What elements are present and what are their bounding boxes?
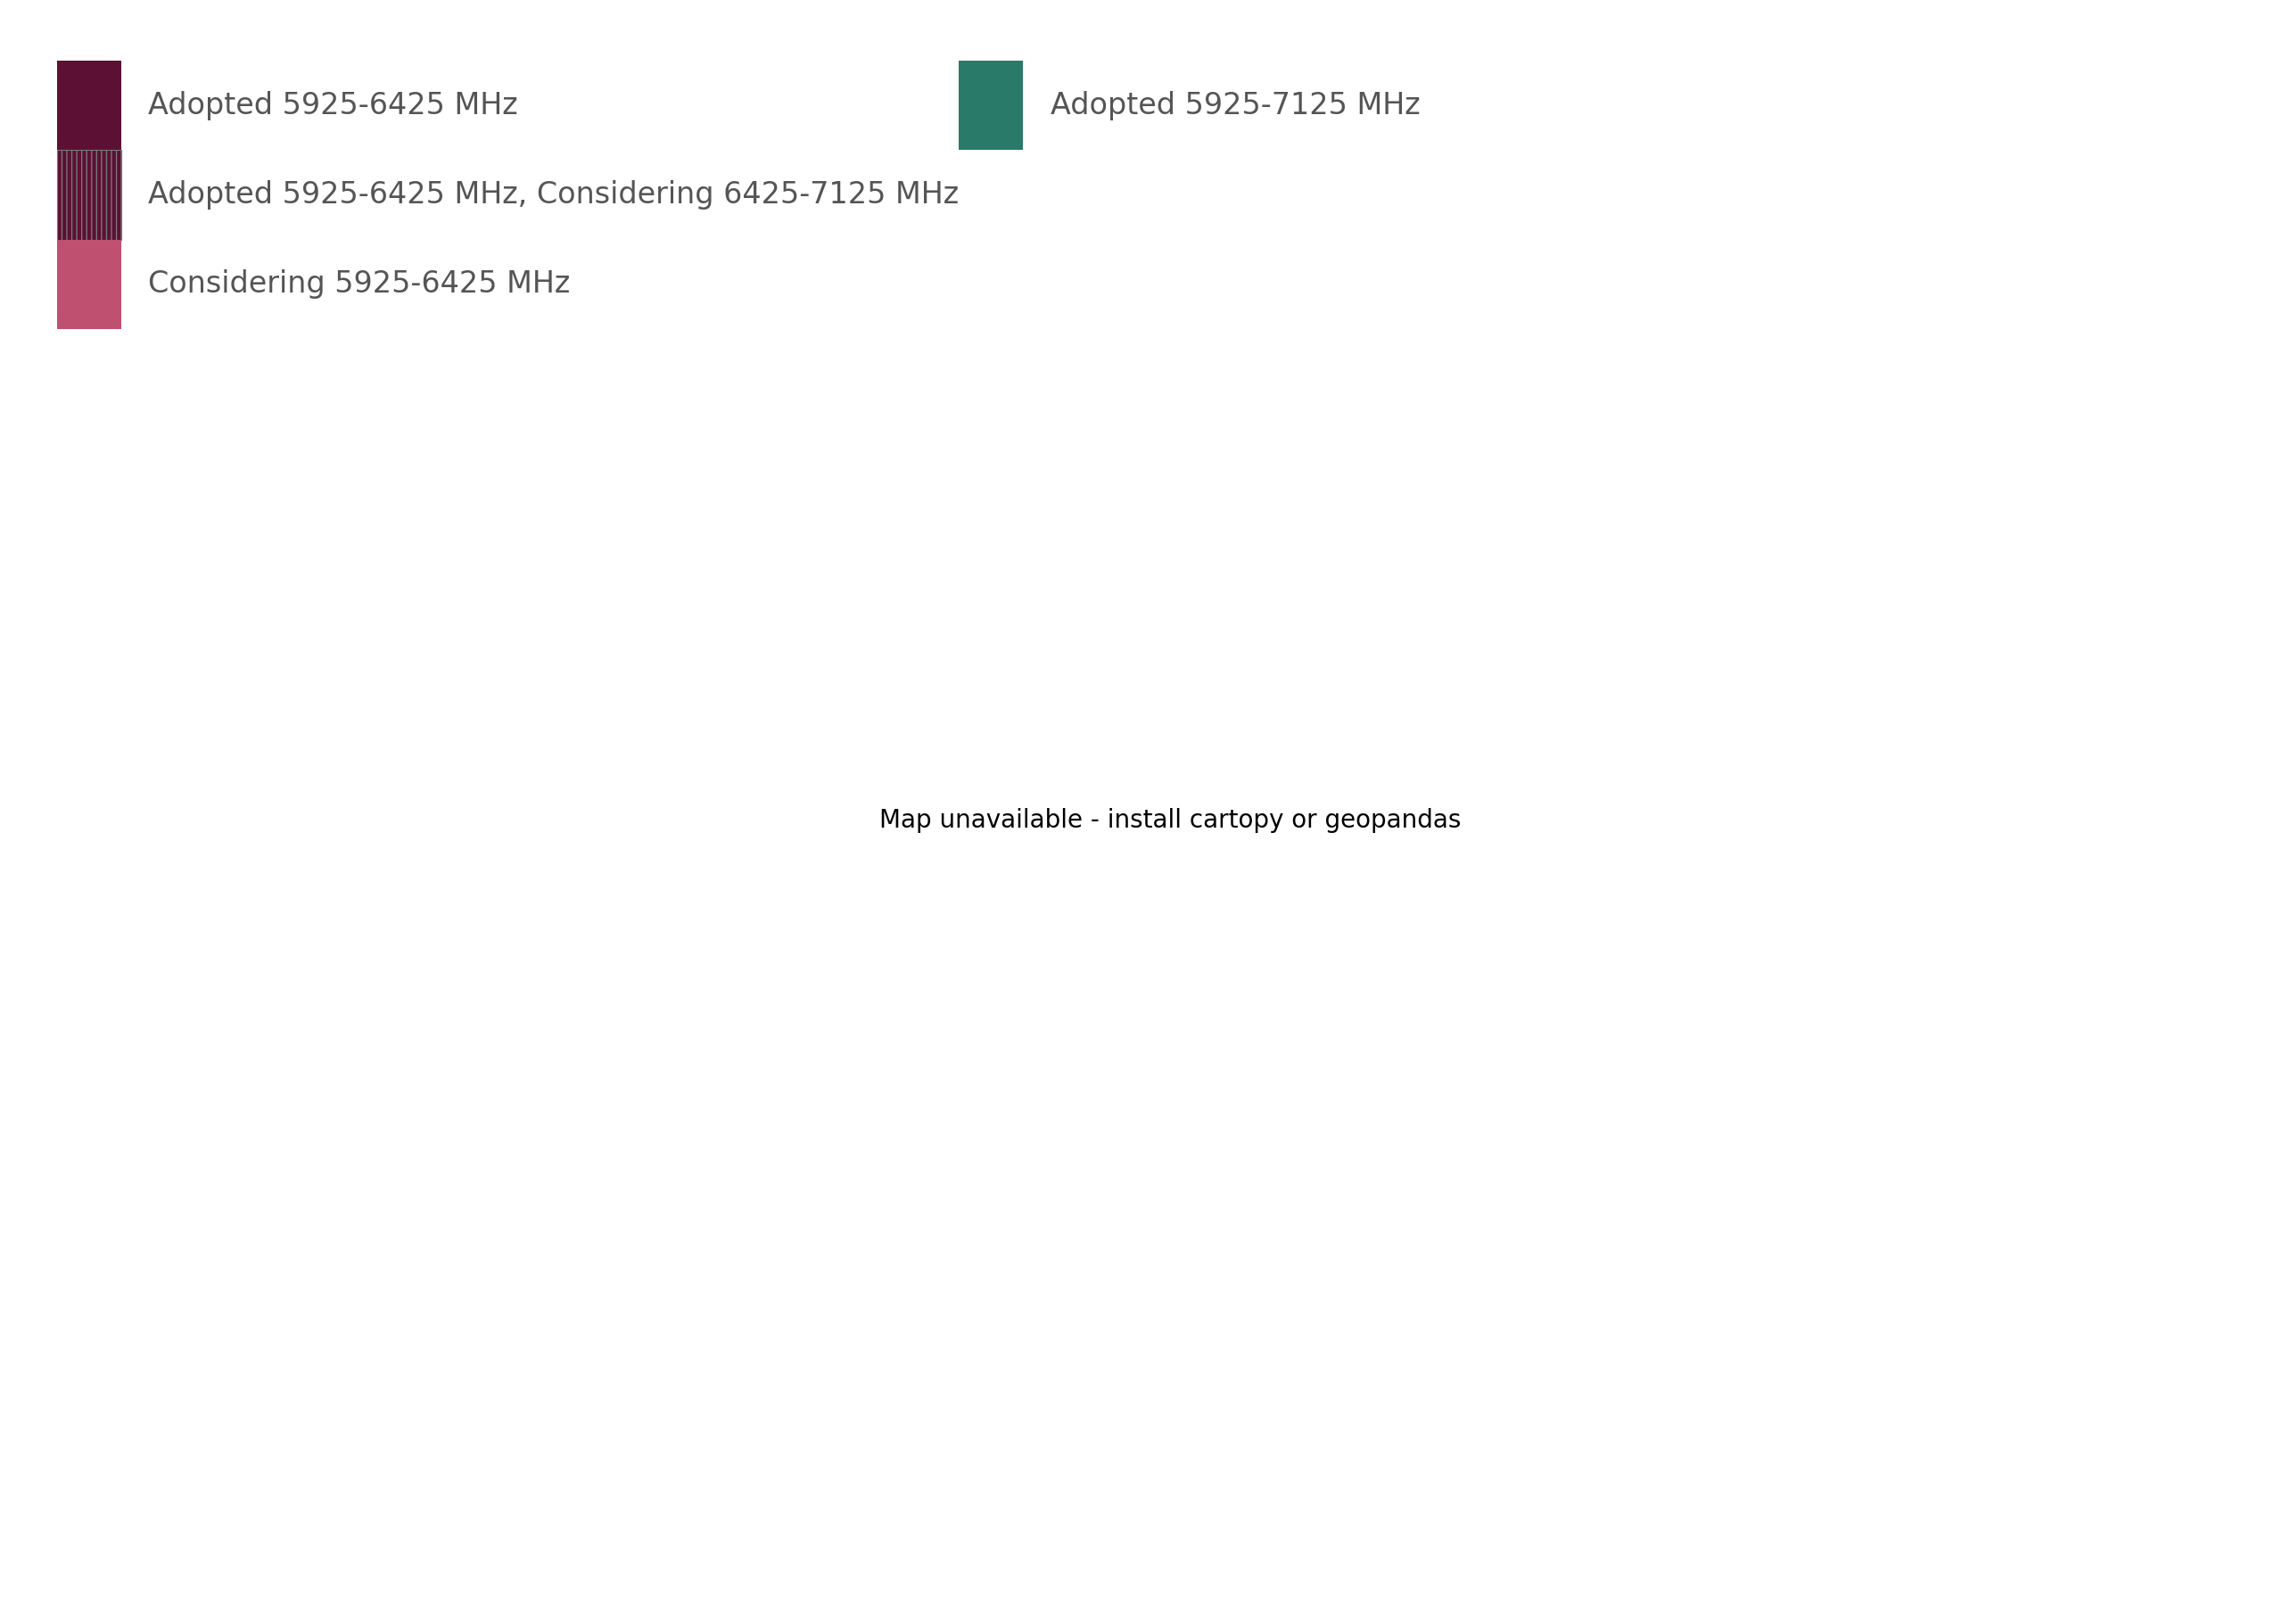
Text: Considering 5925-6425 MHz: Considering 5925-6425 MHz (148, 270, 571, 299)
Text: Adopted 5925-6425 MHz, Considering 6425-7125 MHz: Adopted 5925-6425 MHz, Considering 6425-… (148, 180, 959, 209)
Text: Adopted 5925-6425 MHz: Adopted 5925-6425 MHz (148, 91, 518, 120)
Text: Map unavailable - install cartopy or geopandas: Map unavailable - install cartopy or geo… (879, 807, 1461, 833)
Text: Adopted 5925-7125 MHz: Adopted 5925-7125 MHz (1050, 91, 1420, 120)
